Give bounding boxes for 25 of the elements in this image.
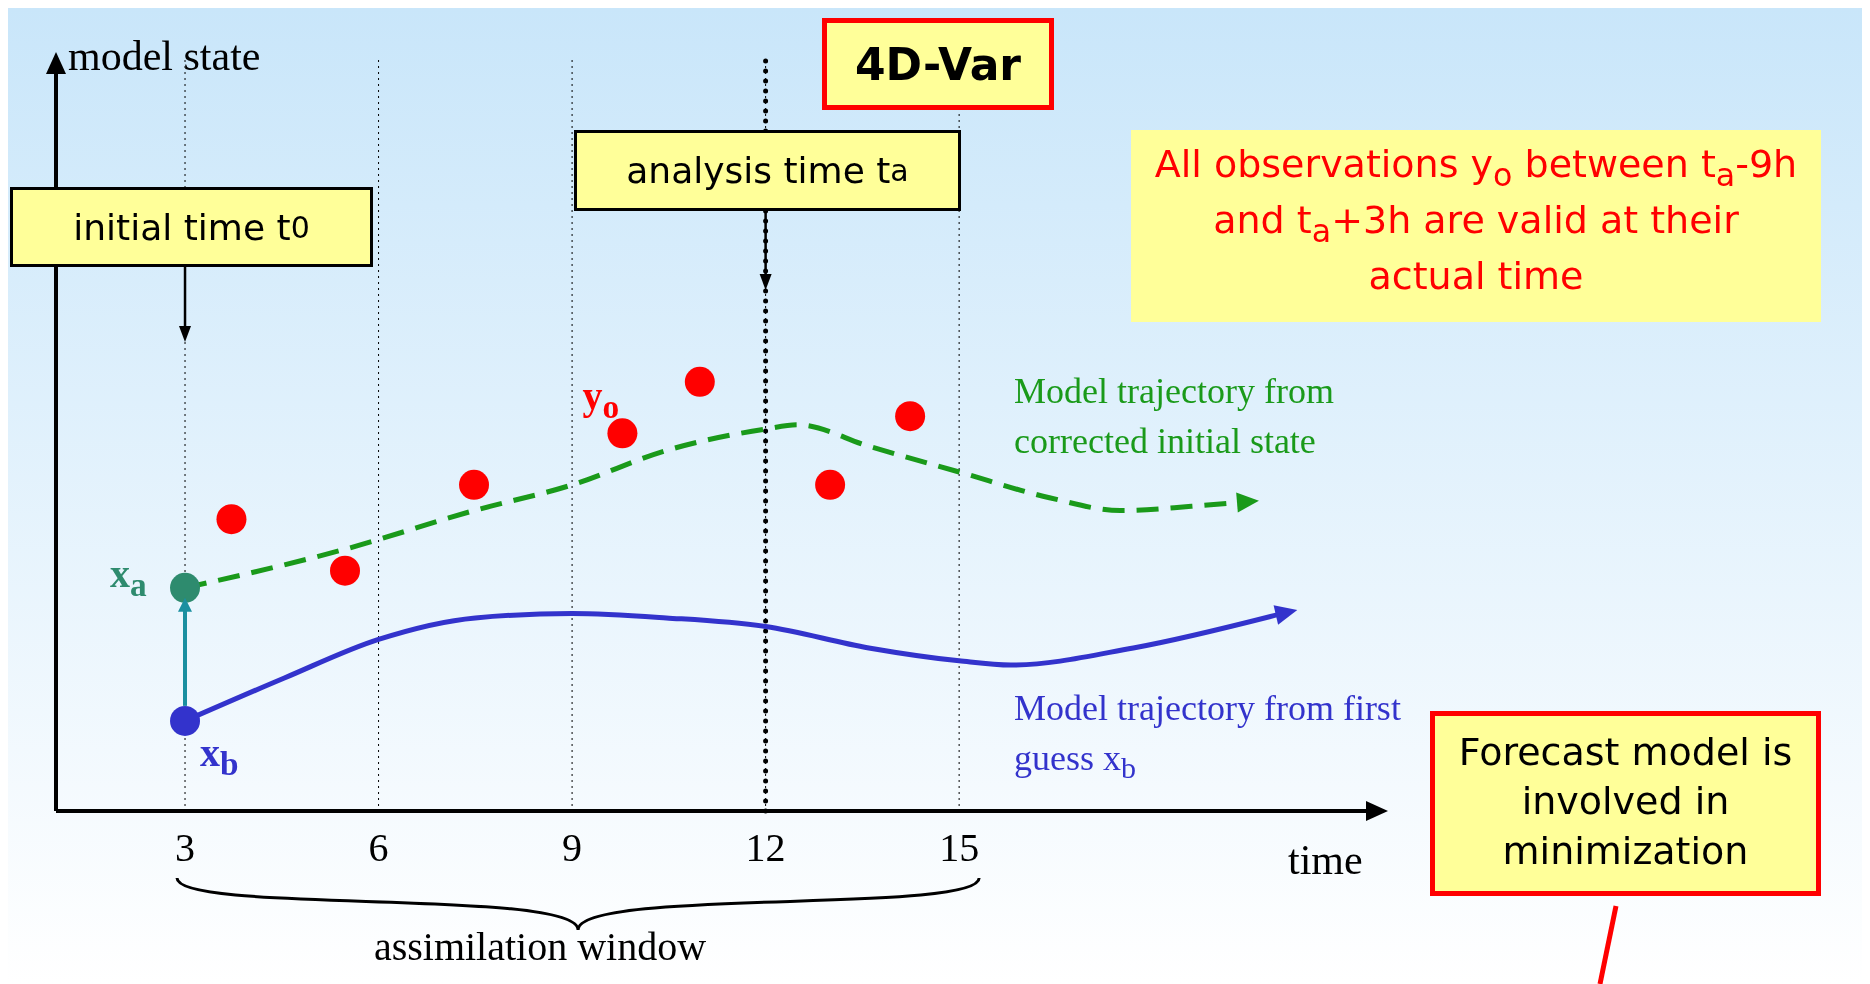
text: All observations y$_{o}$ between t$_{a}$-9h and t$_{a}$+3h are valid at their actual time bbox=[1154, 142, 1798, 298]
series-label: Model trajectory from first guess x$_{b}$ bbox=[1014, 687, 1402, 787]
x-axis-title: time bbox=[1288, 836, 1363, 884]
point bbox=[330, 555, 360, 586]
point bbox=[815, 469, 846, 500]
point bbox=[216, 504, 247, 535]
chart-title: 4D-Var bbox=[822, 18, 1054, 110]
text: Forecast model is involved in minimization bbox=[1430, 711, 1821, 896]
x-tick-label: 15 bbox=[939, 825, 980, 871]
point bbox=[895, 401, 926, 432]
series-label: y$_{o}$ bbox=[582, 371, 620, 426]
point bbox=[607, 418, 638, 449]
point bbox=[684, 366, 715, 397]
x-tick-label: 9 bbox=[562, 825, 583, 871]
x-tick-label: 12 bbox=[745, 825, 786, 871]
point bbox=[170, 572, 201, 603]
series-label: x$_{b}$ bbox=[200, 728, 239, 783]
text: assimilation window bbox=[372, 923, 708, 970]
point bbox=[459, 469, 490, 500]
text: model state bbox=[68, 32, 261, 80]
point bbox=[170, 705, 201, 736]
series-label: x$_{a}$ bbox=[110, 549, 147, 604]
x-tick-label: 6 bbox=[368, 825, 389, 871]
x-tick-label: 3 bbox=[175, 825, 196, 871]
series-label: Model trajectory from corrected initial state bbox=[1014, 370, 1335, 464]
